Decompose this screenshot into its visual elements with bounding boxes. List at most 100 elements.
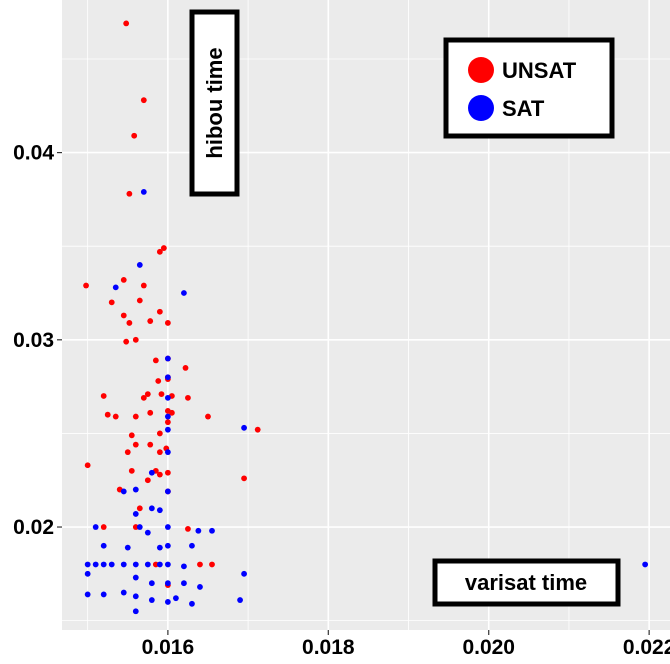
data-point-unsat	[120, 312, 127, 319]
data-point-sat	[140, 189, 147, 195]
data-point-unsat	[132, 441, 139, 448]
data-point-unsat	[160, 245, 167, 251]
data-point-unsat	[140, 97, 147, 104]
data-point-sat	[189, 542, 195, 549]
x-axis-title-box: varisat time	[432, 558, 621, 607]
data-point-sat	[108, 561, 115, 568]
data-point-unsat	[168, 409, 175, 416]
data-point-unsat	[158, 391, 165, 398]
data-point-unsat	[100, 524, 107, 530]
data-point-sat	[197, 584, 203, 590]
data-point-unsat	[185, 394, 191, 401]
data-point-sat	[189, 600, 195, 607]
data-point-unsat	[156, 430, 163, 437]
data-point-sat	[120, 561, 127, 568]
data-point-unsat	[164, 469, 171, 476]
data-point-unsat	[128, 467, 135, 474]
data-point-unsat	[185, 526, 191, 532]
data-point-sat	[642, 561, 649, 568]
data-point-sat	[241, 424, 247, 431]
data-point-unsat	[100, 393, 107, 399]
data-point-unsat	[84, 462, 91, 469]
y-axis-title: hibou time	[202, 47, 227, 158]
data-point-unsat	[156, 449, 163, 456]
data-point-sat	[237, 597, 243, 603]
data-point-sat	[164, 488, 171, 495]
data-point-sat	[164, 413, 171, 420]
data-point-sat	[156, 561, 163, 568]
data-point-sat	[164, 426, 171, 433]
data-point-unsat	[209, 561, 215, 568]
data-point-unsat	[156, 308, 163, 315]
data-point-unsat	[132, 413, 139, 420]
data-point-unsat	[182, 364, 189, 371]
data-point-sat	[148, 469, 155, 476]
data-point-unsat	[132, 524, 139, 530]
data-point-unsat	[147, 409, 154, 416]
grid-lines	[62, 0, 670, 630]
data-point-sat	[164, 394, 171, 401]
data-point-unsat	[128, 432, 135, 439]
data-point-unsat	[144, 391, 151, 398]
x-tick-label: 0.018	[302, 636, 355, 659]
data-point-unsat	[126, 190, 133, 197]
data-point-sat	[84, 561, 91, 568]
data-point-sat	[181, 290, 187, 296]
data-points	[83, 20, 649, 615]
data-point-unsat	[254, 426, 261, 433]
y-tick-label: 0.02	[13, 516, 54, 539]
legend-sat-marker	[468, 95, 494, 121]
data-point-sat	[164, 449, 171, 456]
data-point-sat	[144, 529, 151, 536]
data-point-unsat	[123, 338, 130, 345]
data-point-unsat	[147, 441, 154, 448]
data-point-unsat	[140, 282, 147, 289]
data-point-sat	[120, 589, 127, 596]
data-point-sat	[148, 580, 155, 587]
data-point-sat	[100, 542, 107, 549]
data-point-unsat	[144, 477, 151, 484]
axis-ticks: 0.016 0.018 0.020 0.022 0.02 0.03 0.04	[13, 142, 670, 659]
data-point-sat	[144, 561, 151, 568]
data-point-unsat	[108, 299, 115, 306]
data-point-sat	[132, 511, 139, 517]
data-point-sat	[148, 597, 155, 603]
data-point-sat	[164, 542, 171, 549]
data-point-unsat	[241, 475, 247, 482]
data-point-sat	[195, 527, 202, 534]
legend-unsat-marker	[468, 57, 494, 83]
data-point-sat	[100, 561, 107, 568]
data-point-sat	[100, 591, 107, 598]
data-point-sat	[132, 486, 139, 493]
data-point-sat	[164, 599, 171, 605]
data-point-unsat	[152, 561, 159, 568]
data-point-unsat	[140, 394, 147, 401]
data-point-unsat	[124, 449, 131, 456]
data-point-sat	[132, 561, 139, 568]
y-axis-title-frame	[189, 9, 240, 197]
data-point-sat	[241, 570, 247, 577]
data-point-unsat	[164, 419, 171, 426]
data-point-sat	[136, 524, 143, 530]
data-point-sat	[92, 524, 99, 530]
data-point-sat	[148, 505, 155, 512]
data-point-sat	[181, 563, 187, 570]
legend-sat-label: SAT	[502, 96, 545, 121]
data-point-unsat	[120, 276, 127, 283]
data-point-unsat	[156, 248, 163, 255]
data-point-sat	[209, 527, 215, 534]
data-point-unsat	[156, 471, 163, 478]
x-tick-label: 0.022	[623, 636, 670, 659]
data-point-unsat	[112, 413, 119, 420]
data-point-unsat	[164, 320, 171, 326]
data-point-sat	[164, 355, 171, 362]
data-point-sat	[156, 507, 163, 514]
data-point-unsat	[205, 413, 211, 420]
data-point-sat	[156, 544, 163, 551]
data-point-unsat	[152, 357, 159, 364]
data-point-unsat	[104, 411, 111, 418]
data-point-sat	[164, 580, 171, 587]
data-point-sat	[164, 561, 171, 568]
data-point-sat	[84, 591, 91, 598]
